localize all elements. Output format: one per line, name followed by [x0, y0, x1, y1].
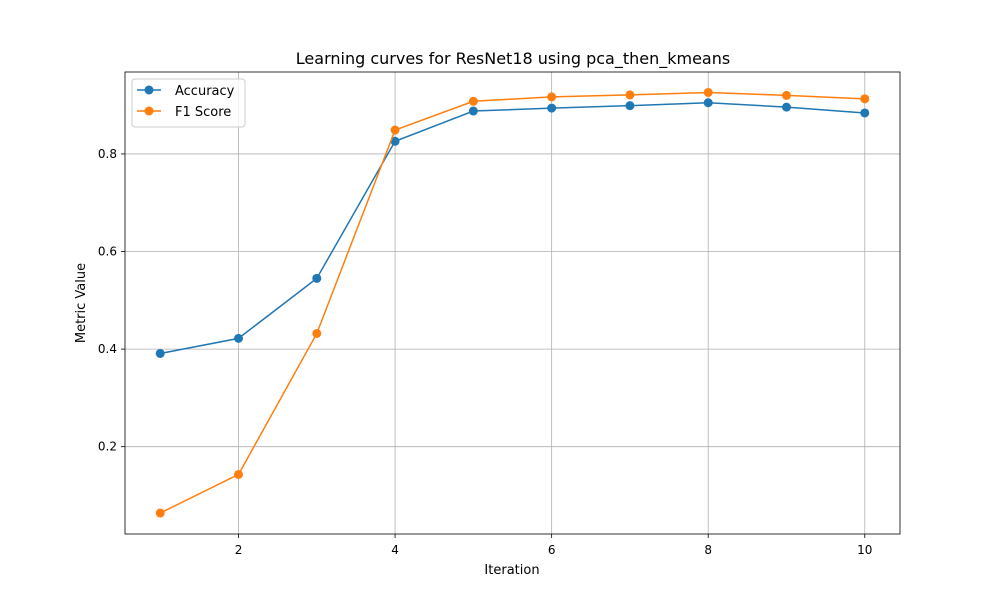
legend-label-f1-score: F1 Score: [175, 105, 231, 120]
data-point-f1-score: [860, 94, 870, 104]
data-point-f1-score: [390, 125, 400, 135]
legend-marker-accuracy: [144, 85, 154, 95]
x-tick-label: 10: [857, 543, 872, 557]
x-tick-label: 2: [235, 543, 243, 557]
series-f1-score: [155, 87, 870, 518]
y-tick-label: 0.4: [98, 342, 117, 356]
data-point-accuracy: [234, 333, 244, 343]
legend-box: [131, 78, 246, 128]
data-point-accuracy: [155, 348, 165, 358]
data-point-accuracy: [703, 98, 713, 108]
legend-entry-accuracy: Accuracy: [137, 84, 235, 99]
x-tick-label: 6: [548, 543, 556, 557]
data-point-accuracy: [468, 106, 478, 116]
data-point-f1-score: [547, 92, 557, 102]
y-axis-label: Metric Value: [74, 263, 89, 343]
y-tick-label: 0.8: [98, 147, 117, 161]
data-point-f1-score: [468, 96, 478, 106]
x-axis-label: Iteration: [484, 563, 539, 578]
data-point-f1-score: [234, 469, 244, 479]
data-point-f1-score: [703, 87, 713, 97]
series-line-f1-score: [159, 91, 865, 514]
series-line-accuracy: [160, 101, 865, 355]
y-tick-label: 0.2: [98, 440, 117, 454]
data-point-accuracy: [312, 273, 322, 283]
chart-title: Learning curves for ResNet18 using pca_t…: [296, 49, 730, 69]
axis-ticks: 2 4 6 8 10 0.2 0.4 0.6 0.8: [98, 147, 873, 557]
data-point-f1-score: [155, 508, 165, 518]
data-point-accuracy: [547, 103, 557, 113]
grid-lines: [125, 72, 900, 534]
data-point-accuracy: [860, 108, 870, 118]
data-point-f1-score: [625, 90, 635, 100]
data-point-f1-score: [781, 90, 791, 100]
y-tick-label: 0.6: [98, 245, 117, 259]
series-accuracy: [155, 98, 870, 358]
x-tick-label: 8: [704, 543, 712, 557]
x-tick-label: 4: [391, 543, 399, 557]
data-point-accuracy: [625, 101, 635, 111]
plot-frame: [124, 71, 901, 535]
legend-entry-f1-score: F1 Score: [137, 105, 231, 120]
legend-label-accuracy: Accuracy: [175, 84, 235, 99]
legend-marker-f1-score: [144, 106, 154, 116]
legend: Accuracy F1 Score: [131, 78, 246, 128]
data-point-f1-score: [312, 328, 322, 338]
plot-series: [155, 87, 870, 518]
data-point-accuracy: [781, 102, 791, 112]
data-point-accuracy: [390, 136, 400, 146]
